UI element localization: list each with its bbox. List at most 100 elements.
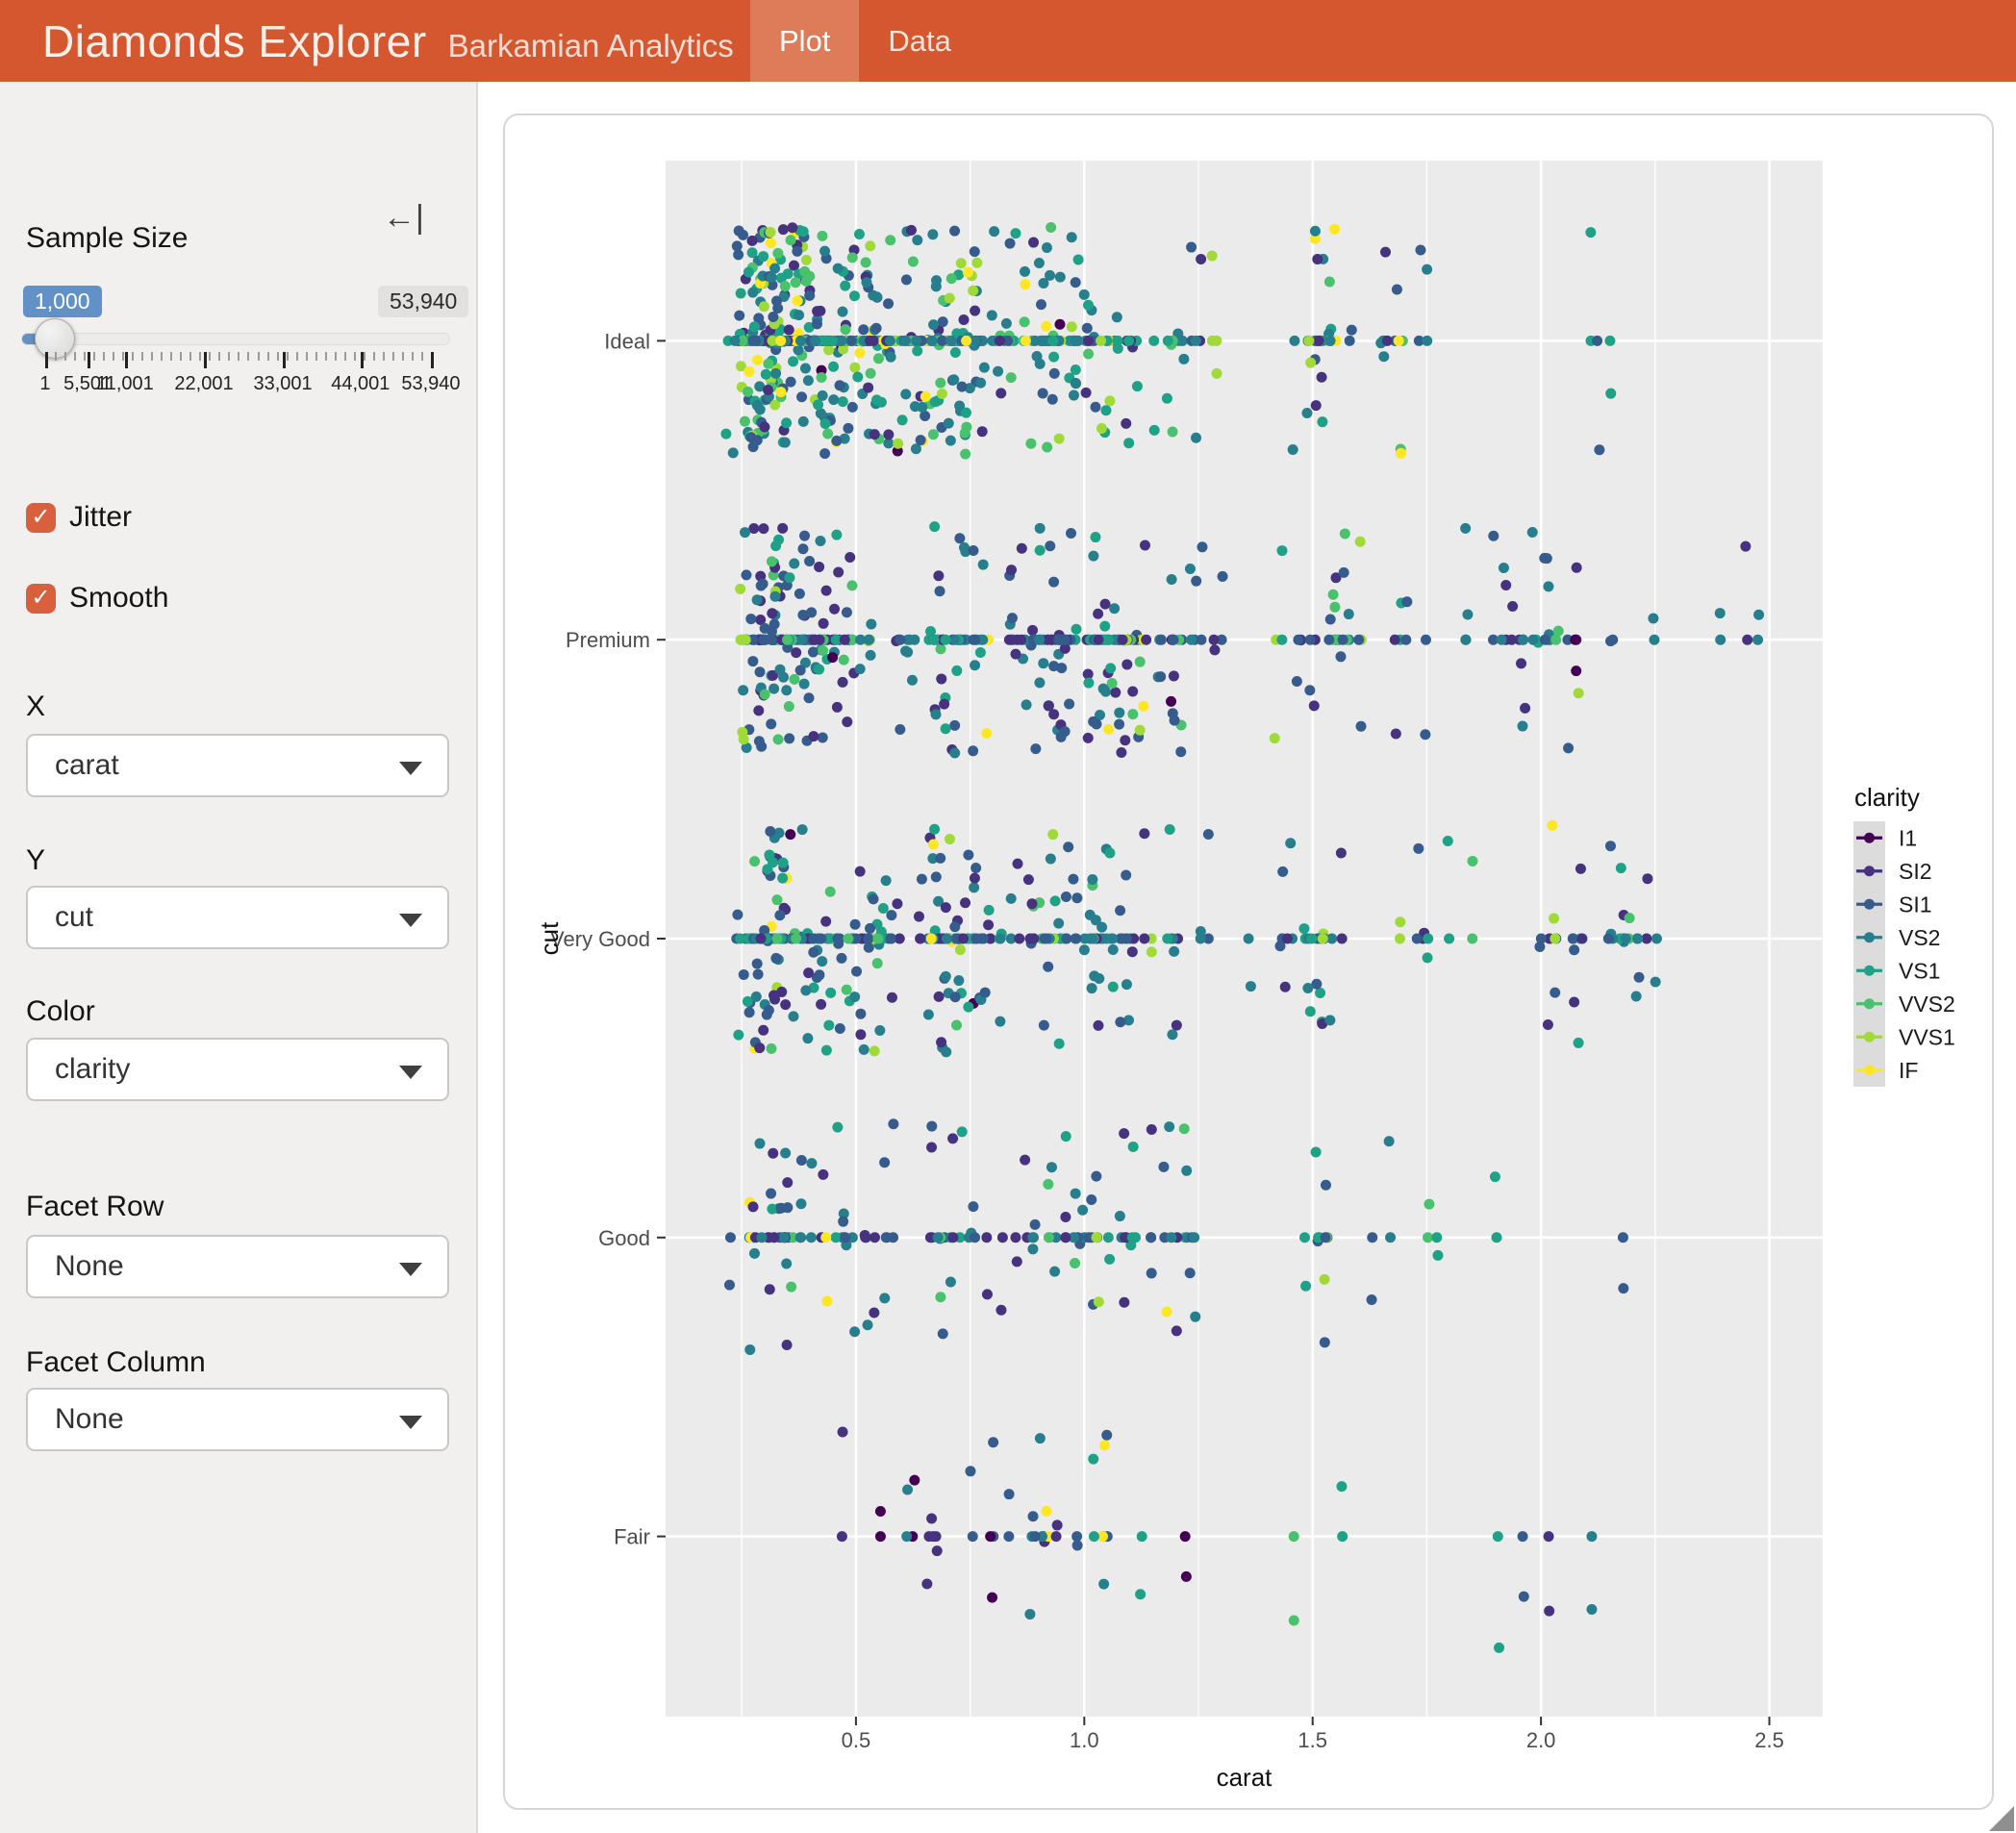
data-point-jittered xyxy=(949,719,961,731)
data-point-jittered xyxy=(931,275,943,287)
data-point-jittered xyxy=(1594,444,1605,456)
data-point-jittered xyxy=(766,556,777,567)
checkbox-box[interactable]: ✓ xyxy=(26,502,56,533)
data-point-jittered xyxy=(849,918,861,930)
data-point xyxy=(1496,634,1507,645)
data-point-jittered xyxy=(933,991,945,1002)
data-point-jittered xyxy=(781,685,793,696)
select-facet-row[interactable]: None xyxy=(26,1235,449,1298)
tab-plot[interactable]: Plot xyxy=(750,0,860,82)
data-point-jittered xyxy=(979,987,991,998)
data-point-jittered xyxy=(1507,600,1519,612)
plot-card: 0.5 1.0 1.5 2.0 2.5 Ideal Premium Very Good Good… xyxy=(503,113,1994,1810)
data-point-jittered xyxy=(941,1046,952,1058)
data-point xyxy=(805,1232,817,1243)
data-point-jittered xyxy=(1107,944,1119,956)
data-point-jittered xyxy=(895,724,906,736)
data-point-jittered xyxy=(927,839,939,850)
data-point-jittered xyxy=(1366,1294,1377,1306)
select-color[interactable]: clarity xyxy=(26,1038,449,1101)
data-point-jittered xyxy=(854,347,866,359)
data-point-jittered xyxy=(1343,609,1354,620)
data-point-jittered xyxy=(962,266,973,278)
data-point-jittered xyxy=(751,435,763,446)
sidebar-collapse-icon[interactable]: ←| xyxy=(383,199,424,236)
data-point xyxy=(1068,1232,1079,1243)
data-point xyxy=(1323,634,1335,645)
checkbox-box[interactable]: ✓ xyxy=(26,583,56,614)
data-point-jittered xyxy=(1526,526,1538,538)
data-point-jittered xyxy=(1135,1589,1147,1600)
data-point-jittered xyxy=(1100,405,1112,416)
data-point-jittered xyxy=(1413,842,1424,854)
data-point-jittered xyxy=(1071,623,1082,635)
select-y[interactable]: cut xyxy=(26,886,449,949)
data-point-jittered xyxy=(1650,976,1661,988)
data-point-jittered xyxy=(1175,746,1187,758)
data-point-jittered xyxy=(929,925,941,937)
data-point xyxy=(1632,933,1644,944)
checkbox-jitter[interactable]: ✓ Jitter xyxy=(26,501,132,534)
data-point xyxy=(724,1232,736,1243)
data-point-jittered xyxy=(995,1016,1006,1027)
data-point-jittered xyxy=(1184,564,1196,575)
data-point-jittered xyxy=(1146,946,1157,958)
data-point-jittered xyxy=(945,273,957,285)
data-point-jittered xyxy=(1648,613,1659,624)
checkbox-label: Jitter xyxy=(69,501,133,533)
data-point-jittered xyxy=(788,1011,799,1022)
data-point xyxy=(1202,933,1214,944)
data-point-jittered xyxy=(822,428,834,439)
data-point-jittered xyxy=(934,586,945,597)
data-point-jittered xyxy=(853,228,865,239)
data-point-jittered xyxy=(747,656,759,667)
data-point xyxy=(927,1531,939,1543)
data-point-jittered xyxy=(741,569,752,581)
data-point-jittered xyxy=(749,856,761,867)
data-point-jittered xyxy=(1019,316,1030,328)
data-point-jittered xyxy=(935,852,946,864)
data-point-jittered xyxy=(1044,269,1055,281)
data-point-jittered xyxy=(787,222,798,234)
data-point xyxy=(855,634,867,645)
data-point xyxy=(1592,335,1603,346)
select-label-facet-row: Facet Row xyxy=(26,1191,164,1222)
data-point xyxy=(1195,933,1206,944)
data-point xyxy=(1043,1232,1054,1243)
data-point-jittered xyxy=(751,958,763,969)
data-point-jittered xyxy=(1123,438,1135,449)
resize-grip-icon[interactable] xyxy=(1989,1806,2014,1831)
data-point xyxy=(947,1232,959,1243)
data-point-jittered xyxy=(727,447,739,459)
select-facet-column[interactable]: None xyxy=(26,1388,449,1451)
data-point-jittered xyxy=(865,240,876,252)
select-x[interactable]: carat xyxy=(26,734,449,797)
data-point-jittered xyxy=(949,346,961,358)
data-point xyxy=(995,933,1006,944)
data-point-jittered xyxy=(766,1042,777,1054)
tab-data[interactable]: Data xyxy=(888,23,951,58)
data-point-jittered xyxy=(1119,1296,1130,1308)
legend-key-point xyxy=(1864,998,1875,1010)
data-point-jittered xyxy=(944,292,955,304)
data-point xyxy=(1336,933,1348,944)
data-point-jittered xyxy=(827,652,839,664)
slider-tick-label: 5,501 xyxy=(63,373,113,394)
checkbox-label: Smooth xyxy=(69,582,169,614)
data-point-jittered xyxy=(1547,819,1558,831)
data-point-jittered xyxy=(821,1295,833,1307)
data-point xyxy=(1431,1232,1443,1243)
sample-size-slider-track[interactable] xyxy=(21,333,450,345)
data-point-jittered xyxy=(1420,729,1431,741)
data-point-jittered xyxy=(838,343,849,355)
data-point-jittered xyxy=(741,741,752,753)
data-point-jittered xyxy=(877,902,889,914)
data-point-jittered xyxy=(978,362,990,373)
data-point xyxy=(915,933,926,944)
checkbox-smooth[interactable]: ✓ Smooth xyxy=(26,582,168,615)
y-tick-label: Premium xyxy=(566,628,650,652)
data-point xyxy=(1071,1531,1083,1543)
data-point-jittered xyxy=(1003,1489,1015,1500)
data-point-jittered xyxy=(816,998,827,1010)
data-point xyxy=(1003,1531,1015,1543)
